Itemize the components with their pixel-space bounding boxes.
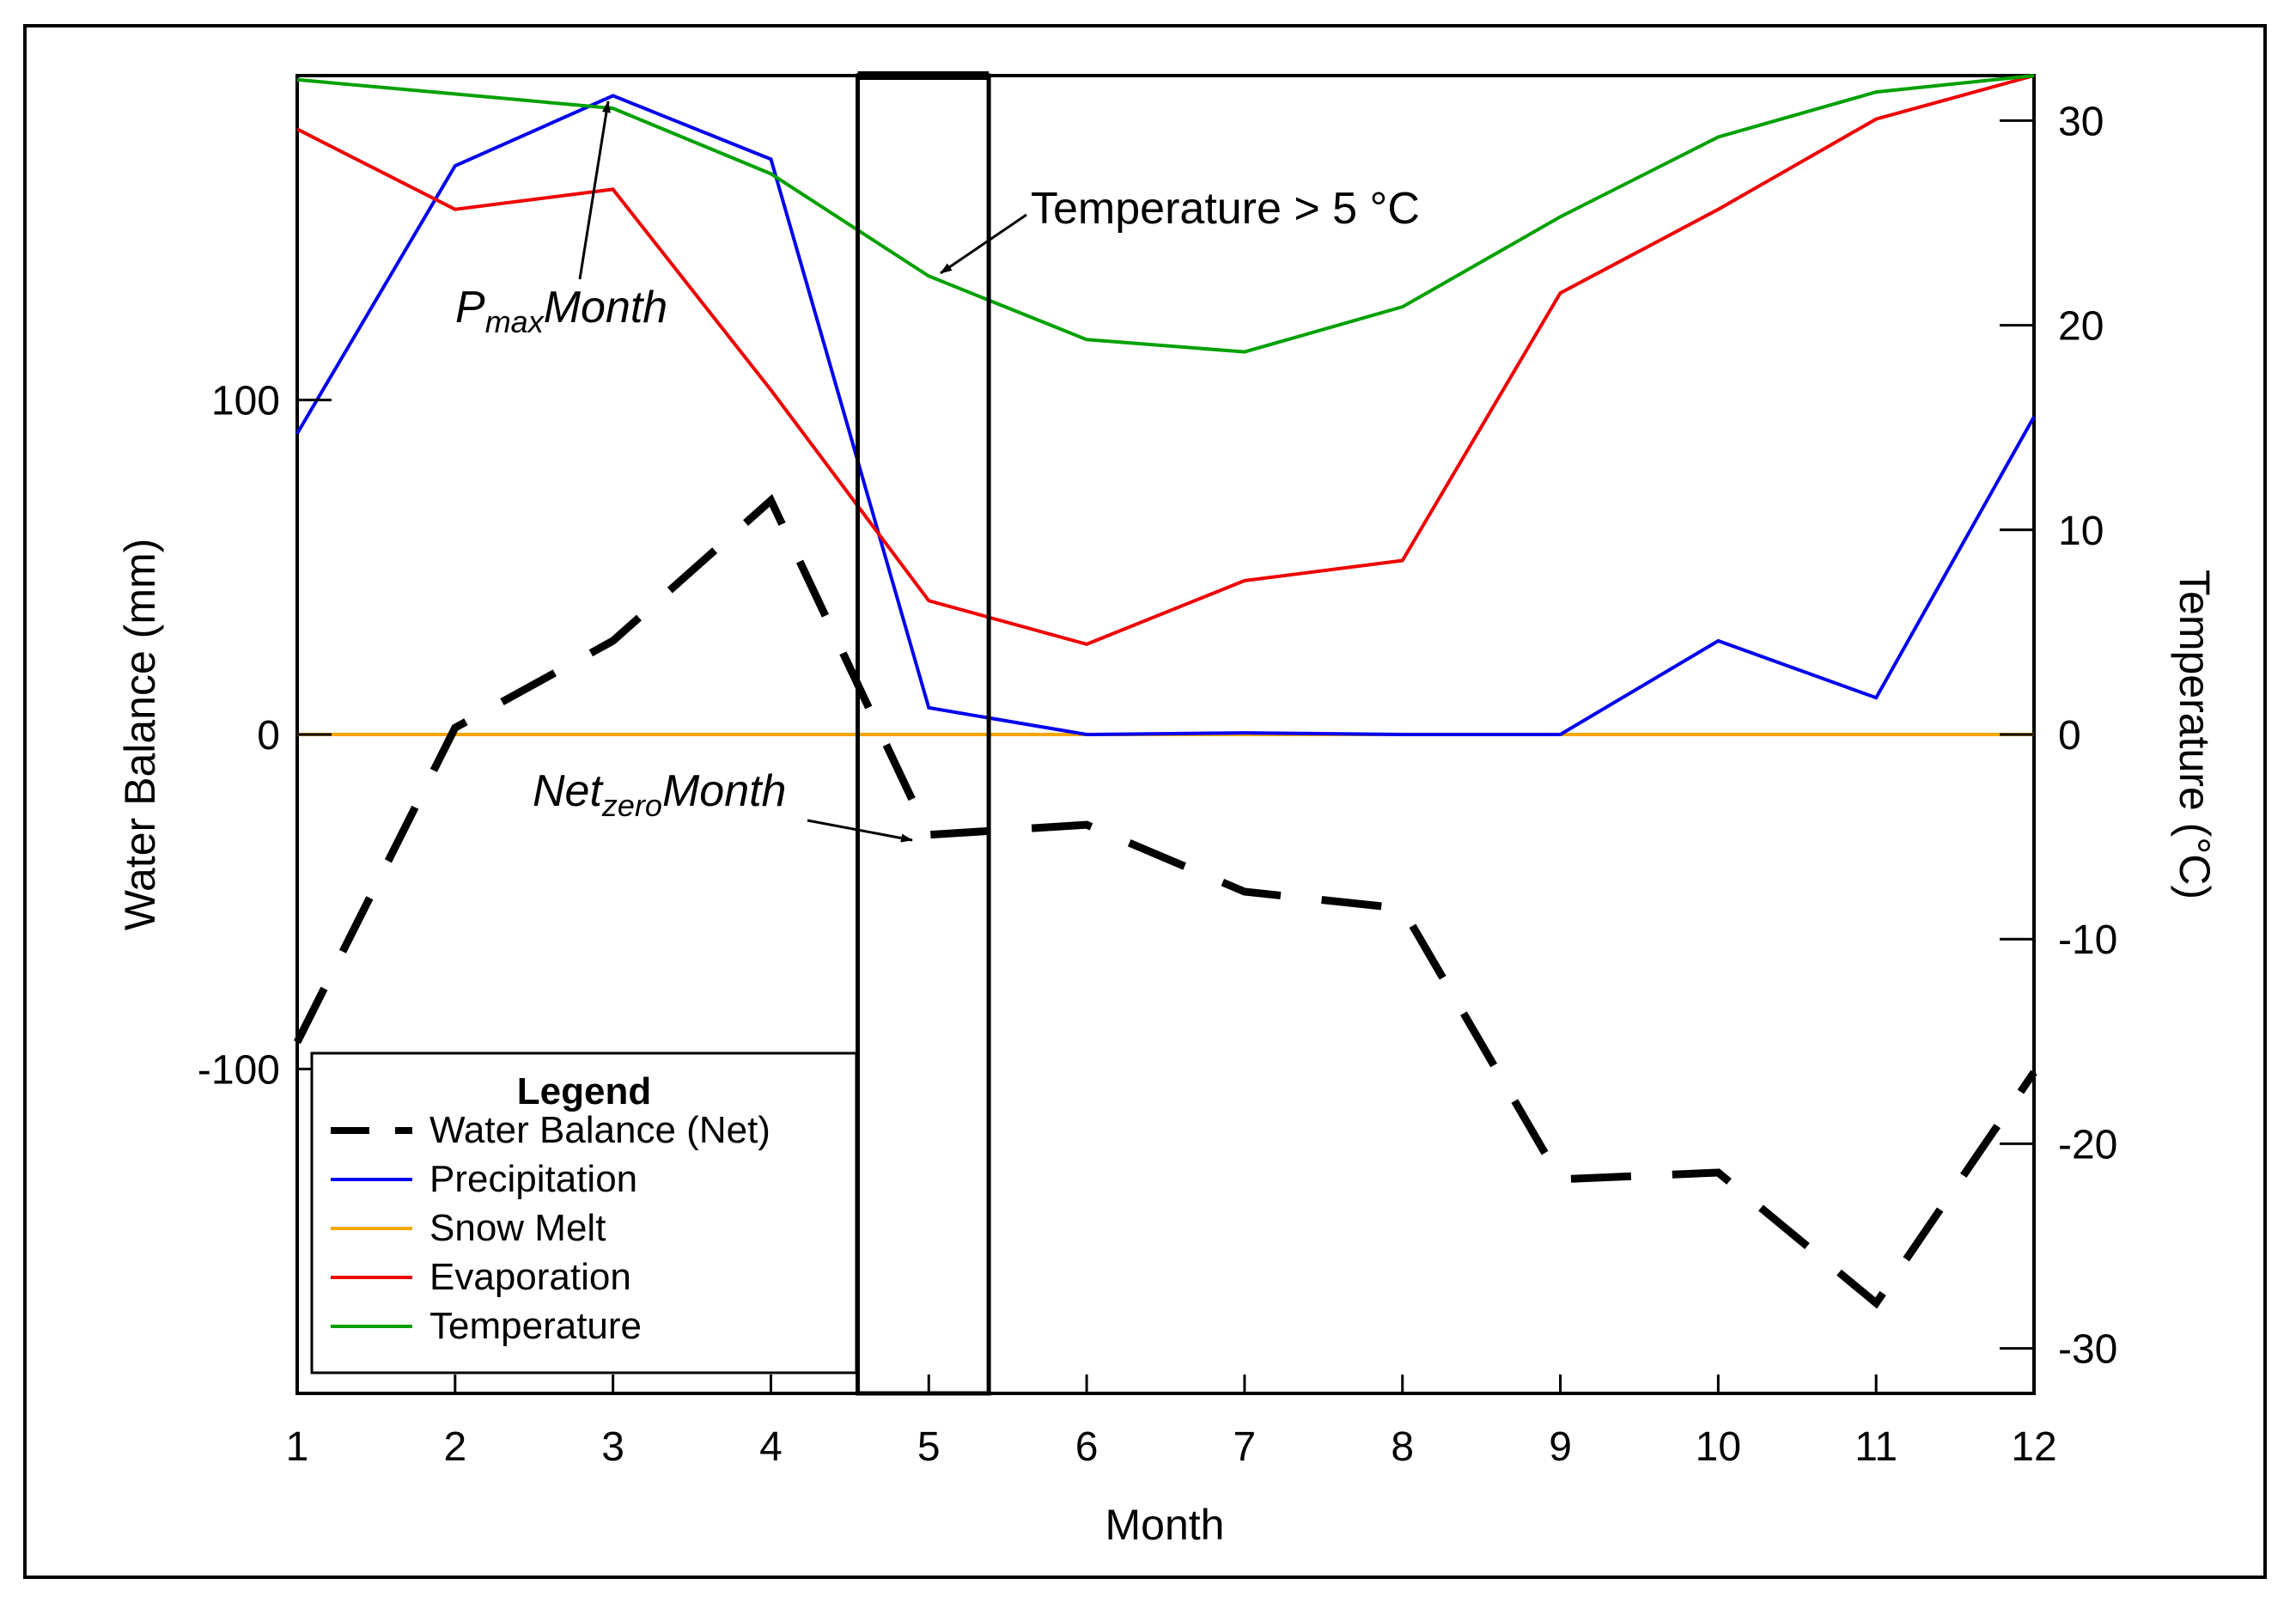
annotation-netzero-month: NetzeroMonth — [533, 766, 786, 823]
x-tick-label: 1 — [286, 1424, 309, 1470]
netzero-rest: Month — [662, 766, 787, 816]
right-tick-label: 10 — [2058, 509, 2104, 554]
x-tick-label: 10 — [1696, 1424, 1741, 1470]
x-tick-label: 9 — [1549, 1424, 1572, 1470]
legend-label: Water Balance (Net) — [429, 1109, 770, 1151]
pmax-sub: max — [485, 304, 545, 339]
series-layer — [293, 74, 2037, 1309]
series-line-temperature — [296, 74, 2035, 354]
arrow-pmax — [578, 101, 611, 280]
highlight-span-layer — [856, 71, 991, 1396]
x-tick-label: 8 — [1391, 1424, 1414, 1470]
netzero-sub: zero — [601, 788, 662, 823]
x-tick-label: 2 — [443, 1424, 466, 1470]
figure-frame — [23, 24, 2267, 1579]
right-axis-title: Temperature (°C) — [2171, 570, 2219, 899]
x-tick-label: 12 — [2011, 1424, 2056, 1470]
left-tick-label: 0 — [257, 713, 280, 759]
left-tick-label: -100 — [198, 1047, 280, 1093]
arrow-temp-gt-5 — [940, 213, 1027, 275]
x-tick-label: 4 — [759, 1424, 783, 1470]
right-tick-label: 20 — [2058, 304, 2104, 350]
legend-label: Evaporation — [429, 1256, 631, 1298]
legend-entries: Water Balance (Net) Precipitation Snow Mel… — [331, 1109, 770, 1347]
x-tick-label: 5 — [917, 1424, 941, 1470]
pmax-main: P — [455, 283, 485, 332]
legend-label: Precipitation — [429, 1158, 637, 1200]
legend-box — [310, 1051, 858, 1374]
right-tick-label: 0 — [2058, 713, 2081, 759]
netzero-main: Net — [533, 766, 604, 816]
annotation-pmax-month: PmaxMonth — [455, 283, 667, 339]
x-axis-title: Month — [1105, 1501, 1225, 1549]
legend-label: Snow Melt — [429, 1207, 606, 1249]
legend-label: Temperature — [429, 1305, 642, 1347]
arrow-netzero — [807, 819, 913, 843]
legend: Legend Water Balance (Net) Precipitation S… — [310, 1051, 858, 1374]
legend-title: Legend — [517, 1070, 651, 1112]
annotations-layer: Temperature > 5 °C PmaxMonth NetzeroMont… — [455, 101, 1420, 843]
right-tick-label: -30 — [2058, 1327, 2117, 1373]
x-tick-label: 7 — [1233, 1424, 1257, 1470]
right-tick-label: -10 — [2058, 917, 2117, 963]
left-tick-label: 100 — [211, 379, 280, 424]
x-tick-label: 6 — [1075, 1424, 1099, 1470]
x-tick-label: 11 — [1854, 1424, 1897, 1470]
series-line-evaporation — [296, 74, 2035, 647]
pmax-rest: Month — [544, 283, 668, 332]
series-line-water-balance-net — [293, 494, 2037, 1309]
left-axis-title: Water Balance (mm) — [116, 539, 164, 931]
x-tick-label: 3 — [601, 1424, 624, 1470]
right-tick-label: -20 — [2058, 1122, 2117, 1167]
right-tick-label: 30 — [2058, 99, 2104, 144]
annotation-temp-gt-5: Temperature > 5 °C — [1031, 184, 1420, 234]
